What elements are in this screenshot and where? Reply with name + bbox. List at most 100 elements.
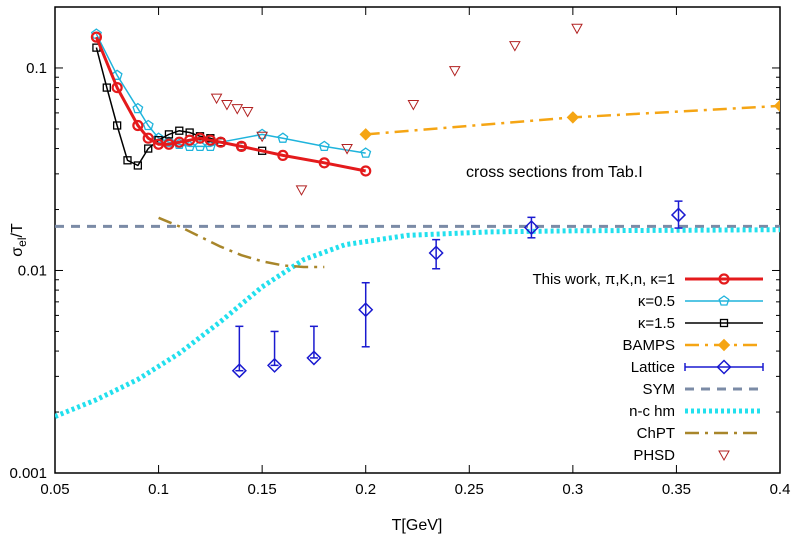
data-point-this-work [173,136,185,148]
series-line-chpt [158,216,325,269]
data-point-this-work [142,132,154,144]
plot-area [55,23,780,419]
x-tick-label: 0.35 [662,481,691,498]
data-point-kappa-1-5 [164,130,174,139]
plot-frame [54,6,781,474]
data-point-this-work [204,134,216,146]
data-point-lattice [358,302,374,318]
data-point-phsd [448,66,461,77]
data-point-kappa-1-5 [144,144,153,153]
data-point-this-work [111,81,123,94]
y-tick-label: 0.001 [9,465,47,482]
data-point-this-work [184,134,196,146]
series-kappa-0-5 [90,28,372,158]
data-point-phsd [241,106,254,118]
y-axis-title-main: σ [9,247,26,257]
x-tick-label: 0.15 [248,481,277,498]
data-point-this-work [163,138,175,150]
data-point-lattice [231,363,247,379]
data-point-phsd [295,185,308,196]
data-point-kappa-1-5 [133,161,143,170]
data-point-this-work [277,149,289,162]
data-point-phsd [407,100,420,111]
data-point-kappa-0-5 [194,140,206,152]
x-tick-label: 0.25 [455,481,484,498]
series-line-nc-hm [55,227,780,419]
data-point-kappa-0-5 [111,69,123,80]
data-point-phsd [231,104,244,115]
series-line-kappa-0-5 [95,33,366,154]
data-point-this-work [318,157,330,169]
legend-label-nc-hm: n-c hm [629,403,675,420]
legend-label-chpt: ChPT [637,425,675,442]
y-axis-title-tail: /T [9,223,26,237]
data-point-kappa-0-5 [204,140,216,152]
legend-label-sym: SYM [642,381,675,398]
series-phsd [210,23,583,196]
legend-label-lattice: Lattice [631,359,675,376]
data-point-phsd [256,131,268,143]
legend-label-kappa-0-5: κ=0.5 [638,293,675,310]
x-tick-label: 0.4 [770,481,791,498]
legend: This work, π,K,n, κ=1 κ=0.5 κ=1.5 BAMPS Latt… [533,271,764,464]
annotation-text: cross sections from Tab.I [466,164,643,181]
data-point-kappa-0-5 [318,140,330,152]
y-axis-title: σel/T [9,223,29,257]
data-point-kappa-0-5 [163,136,175,147]
data-point-kappa-0-5 [360,147,372,158]
axis-ticks: 0.05 0.1 0.15 0.2 0.25 0.3 0.35 0.4 0.001 0.01 0.1 [9,6,791,498]
x-tick-label: 0.2 [355,481,376,498]
data-point-lattice [267,357,283,373]
y-tick-label: 0.1 [26,60,47,77]
data-point-this-work [215,136,227,148]
data-point-bamps [773,99,780,113]
data-point-this-work [360,165,372,177]
data-point-kappa-1-5 [123,156,132,165]
data-point-kappa-0-5 [277,132,289,143]
legend-marker-kappa-0-5 [718,295,730,306]
data-point-lattice [306,350,322,366]
x-tick-label: 0.1 [148,481,169,498]
legend-label-phsd: PHSD [633,447,675,464]
data-point-kappa-1-5 [175,126,184,135]
legend-marker-this-work [718,273,730,285]
x-tick-label: 0.05 [40,481,69,498]
legend-label-this-work: This work, π,K,n, κ=1 [533,271,675,288]
data-point-this-work [194,132,206,144]
legend-marker-lattice [716,359,732,375]
series-nc-hm [55,227,780,419]
data-point-phsd [571,23,583,35]
data-point-this-work [235,140,248,152]
data-point-bamps [566,111,580,124]
legend-label-kappa-1-5: κ=1.5 [638,315,675,332]
data-point-kappa-1-5 [102,83,111,92]
legend-marker-kappa-1-5 [719,318,729,328]
data-point-kappa-0-5 [142,119,154,131]
data-point-phsd [341,144,353,155]
data-point-lattice [670,207,687,223]
data-point-lattice [523,219,539,236]
data-point-kappa-1-5 [112,121,122,130]
series-this-work [90,31,372,177]
data-point-this-work [90,31,103,43]
legend-label-bamps: BAMPS [622,337,675,354]
x-axis-title: T[GeV] [392,517,443,534]
series-lattice [231,200,687,379]
y-tick-label: 0.01 [18,262,47,279]
data-point-phsd [509,41,521,52]
data-point-lattice [428,245,444,261]
legend-marker-bamps [717,338,731,352]
data-point-bamps [359,128,372,141]
y-axis-title-sub: el [15,238,29,247]
data-point-this-work [132,119,144,132]
data-point-phsd [210,93,223,105]
series-bamps [359,99,780,141]
data-point-kappa-0-5 [184,140,196,152]
data-point-kappa-0-5 [132,102,144,114]
legend-marker-phsd [718,450,730,462]
data-point-phsd [221,100,233,111]
series-chpt [158,216,325,269]
data-point-this-work [152,138,165,150]
x-tick-label: 0.3 [562,481,583,498]
